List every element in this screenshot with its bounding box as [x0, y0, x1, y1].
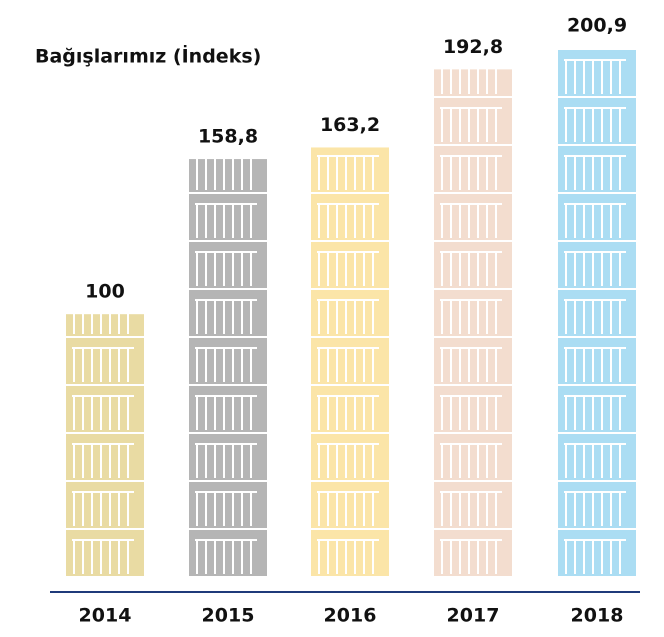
bar: [189, 159, 267, 579]
bar: [434, 69, 512, 579]
bar: [66, 314, 144, 578]
x-tick-label: 2015: [202, 605, 255, 627]
value-label: 163,2: [320, 114, 380, 136]
value-label: 200,9: [567, 15, 627, 37]
bar: [558, 48, 636, 578]
value-label: 100: [85, 281, 125, 303]
value-label: 192,8: [443, 36, 503, 58]
x-tick-label: 2018: [571, 605, 624, 627]
chart-title: Bağışlarımız (İndeks): [35, 44, 261, 68]
bar: [311, 147, 389, 578]
x-tick-label: 2014: [79, 605, 132, 627]
x-tick-label: 2016: [324, 605, 377, 627]
x-tick-label: 2017: [447, 605, 500, 627]
value-label: 158,8: [198, 126, 258, 148]
